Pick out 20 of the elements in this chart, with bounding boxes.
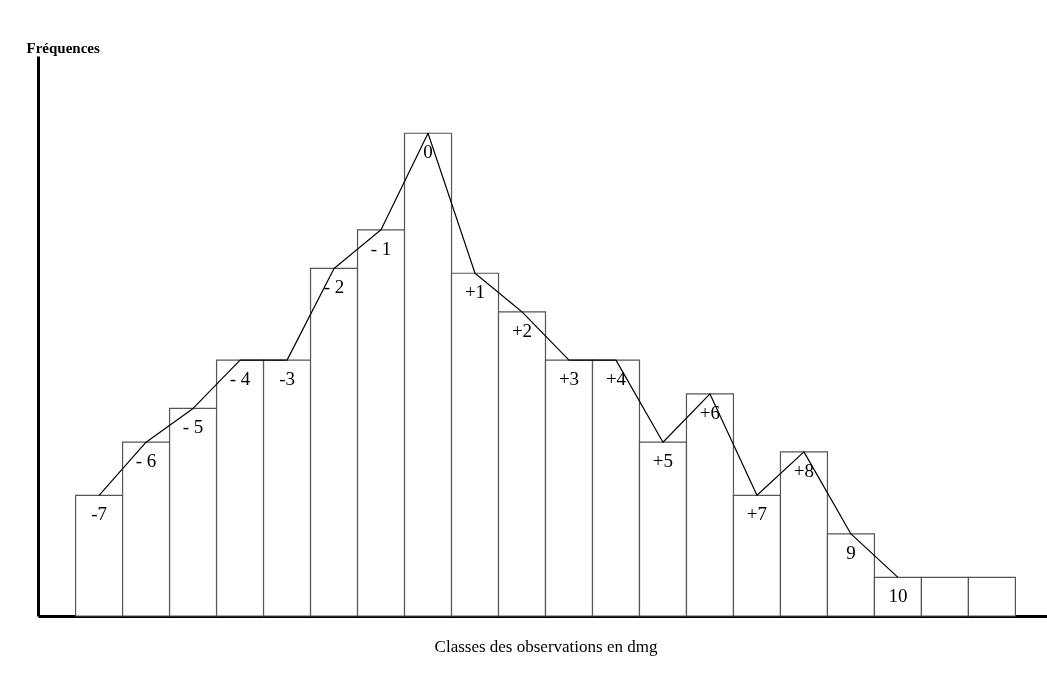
x-tick-label: +6	[699, 401, 721, 423]
x-tick-label: +2	[511, 319, 533, 341]
x-tick-label: 10	[888, 585, 908, 607]
x-tick-label: 9	[846, 541, 856, 563]
x-tick-label: - 2	[323, 276, 345, 298]
x-tick-label: +7	[746, 503, 768, 525]
x-tick-label: -7	[91, 503, 107, 525]
x-tick-label: - 4	[229, 368, 251, 390]
x-tick-label: +4	[605, 368, 627, 390]
x-tick-label: - 6	[135, 450, 157, 472]
x-tick-label: +8	[793, 459, 815, 481]
x-tick-label: +5	[652, 450, 674, 472]
x-tick-label: -3	[279, 368, 295, 390]
text: Fréquences	[26, 39, 100, 56]
x-tick-label: +1	[464, 281, 486, 303]
x-tick-label: 0	[423, 141, 433, 163]
x-tick-label: - 5	[182, 416, 204, 438]
x-tick-label: - 1	[370, 237, 392, 259]
x-axis-title: Classes des observations en dmg	[434, 636, 658, 656]
x-tick-label: +3	[558, 368, 580, 390]
